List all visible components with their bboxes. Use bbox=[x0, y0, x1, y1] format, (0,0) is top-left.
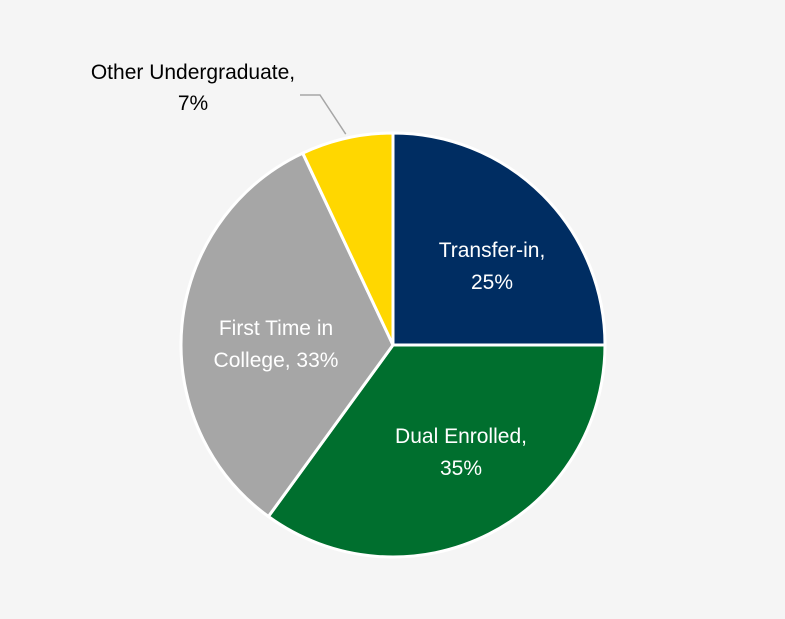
slice-other-undergraduate bbox=[301, 131, 395, 347]
slice-transfer-in bbox=[391, 131, 607, 347]
leader-line-other-undergraduate bbox=[300, 94, 347, 135]
slice-label-other-undergraduate: Other Undergraduate, 7% bbox=[91, 61, 295, 115]
slice-dual-enrolled bbox=[266, 343, 607, 559]
slice-label-transfer-in: Transfer-in, 25% bbox=[439, 239, 546, 294]
slice-label-dual-enrolled: Dual Enrolled, 35% bbox=[395, 425, 527, 480]
slice-label-first-time-in-college: First Time in College, 33% bbox=[214, 317, 339, 372]
slice-first-time-in-college bbox=[179, 151, 395, 519]
